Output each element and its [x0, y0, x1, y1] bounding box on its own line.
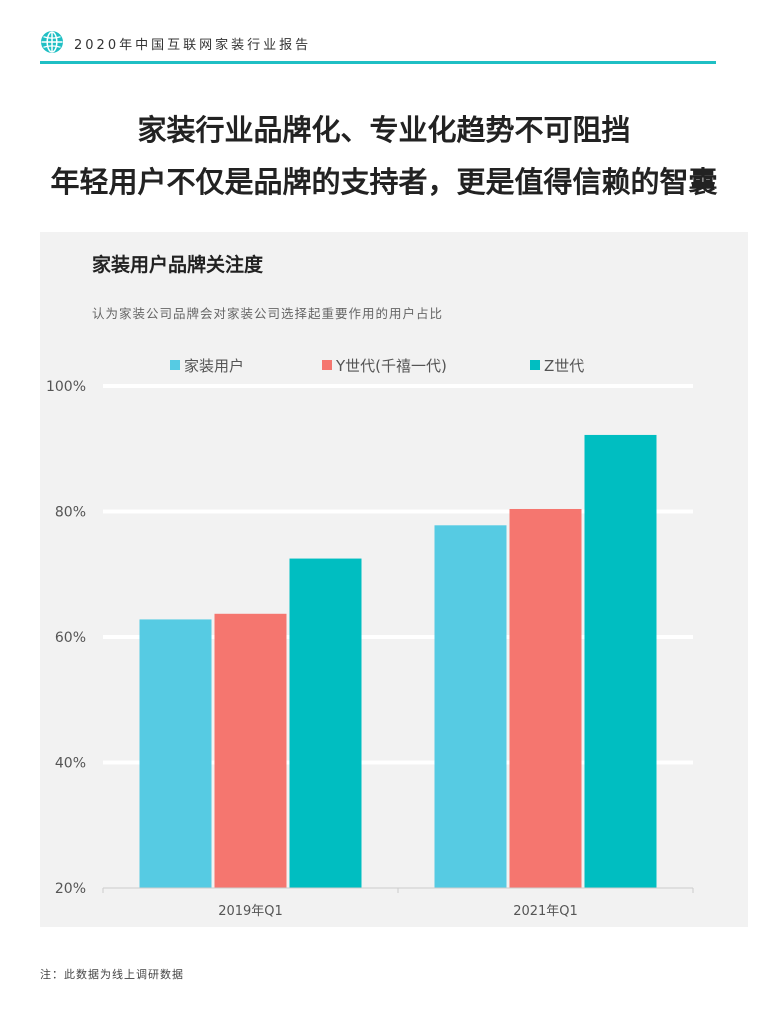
page-headline: 家装行业品牌化、专业化趋势不可阻挡 年轻用户不仅是品牌的支持者，更是值得信赖的智…: [0, 104, 768, 208]
globe-icon: [41, 31, 63, 53]
legend-swatch: [170, 360, 180, 370]
chart-title: 家装用户品牌关注度: [92, 254, 264, 276]
headline-line-2: 年轻用户不仅是品牌的支持者，更是值得信赖的智囊: [50, 165, 718, 199]
y-tick-label: 40%: [55, 756, 86, 772]
footnote: 注：此数据为线上调研数据: [40, 968, 184, 981]
bar: [434, 525, 507, 888]
bar: [289, 558, 362, 888]
y-tick-label: 100%: [46, 379, 86, 395]
legend-label: Z世代: [544, 356, 585, 375]
bar: [509, 508, 582, 888]
legend-item: 家装用户: [170, 354, 244, 376]
legend-label: 家装用户: [184, 356, 245, 375]
legend-label: Y世代(千禧一代): [336, 356, 447, 375]
bar-chart: 20% 40% 60% 80% 100% 2019年Q1 2021年Q1: [46, 379, 694, 919]
chart-subtitle: 认为家装公司品牌会对家装公司选择起重要作用的用户占比: [92, 306, 444, 321]
x-tick-label: 2021年Q1: [513, 904, 578, 919]
bar: [139, 619, 212, 888]
y-tick-label: 80%: [55, 505, 86, 521]
bar: [584, 434, 657, 888]
bar: [214, 613, 287, 888]
legend-swatch: [530, 360, 540, 370]
y-tick-label: 20%: [55, 881, 86, 897]
header-divider: [40, 61, 716, 64]
chart-panel: 家装用户品牌关注度 认为家装公司品牌会对家装公司选择起重要作用的用户占比 家装用…: [40, 232, 748, 927]
x-tick-label: 2019年Q1: [218, 904, 283, 919]
chart-legend: 家装用户 Y世代(千禧一代) Z世代: [40, 354, 748, 376]
legend-item: Z世代: [530, 354, 584, 376]
legend-swatch: [322, 360, 332, 370]
report-header: 2020年中国互联网家装行业报告: [40, 28, 716, 64]
report-name: 2020年中国互联网家装行业报告: [74, 38, 312, 53]
headline-line-1: 家装行业品牌化、专业化趋势不可阻挡: [137, 113, 631, 147]
legend-item: Y世代(千禧一代): [322, 354, 447, 376]
y-tick-label: 60%: [55, 630, 86, 646]
